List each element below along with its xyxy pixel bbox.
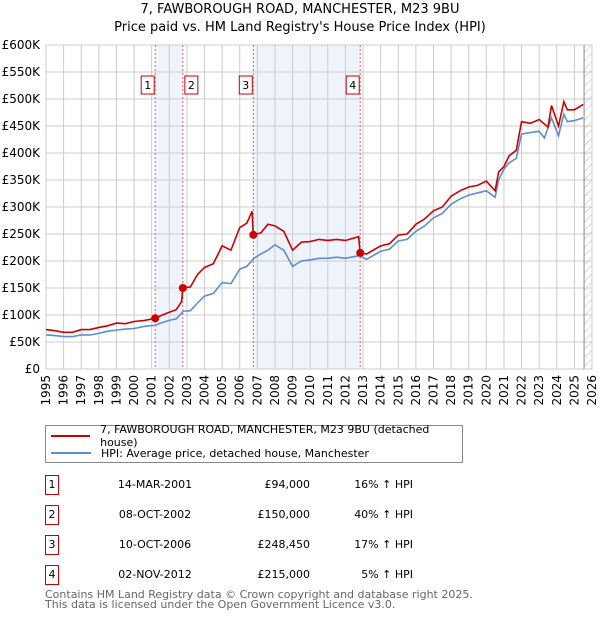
x-tick-label: 2019 [462,375,476,406]
x-tick-label: 2012 [338,375,352,406]
x-tick-label: 1997 [74,375,88,406]
y-tick-label: £0 [25,362,40,376]
x-tick-label: 2023 [532,375,546,406]
plot-frame [45,44,593,370]
legend-item-property: 7, FAWBOROUGH ROAD, MANCHESTER, M23 9BU … [46,423,462,449]
y-tick-label: £100K [2,308,42,322]
sale-price: £94,000 [264,478,311,491]
chart-title: 7, FAWBOROUGH ROAD, MANCHESTER, M23 9BU [140,2,460,17]
x-tick-label: 2009 [286,375,300,406]
y-tick-label: £50K [9,335,41,349]
x-tick-label: 2006 [233,375,247,406]
x-tick-label: 2004 [198,375,212,406]
sale-date: 02-NOV-2012 [118,568,192,581]
y-tick-label: £450K [2,119,42,133]
sale-price: £215,000 [257,568,311,581]
y-tick-label: £500K [2,92,42,106]
hpi-line [45,111,584,338]
x-tick-label: 2002 [162,375,176,406]
property-line [45,99,584,334]
sale-point [356,248,365,257]
x-tick-label: 2010 [303,375,317,406]
sale-label-box [238,75,253,95]
sale-label-number: 4 [349,79,356,92]
legend-item-hpi: HPI: Average price, detached house, Manc… [46,445,369,461]
sale-date: 14-MAR-2001 [117,478,193,491]
sale-hpi-diff: 16% ↑ HPI [354,478,413,491]
x-tick-label: 2011 [321,375,335,406]
x-tick-label: 2013 [356,375,370,406]
sale-label-box [184,75,199,95]
x-tick-label: 1999 [109,375,123,406]
sale-price: £248,450 [257,538,311,551]
sale-number: 1 [45,475,59,495]
sale-price: £150,000 [257,508,311,521]
x-tick-label: 2014 [374,375,388,406]
sale-row: 1 14-MAR-2001 £94,000 16% ↑ HPI [45,475,465,495]
sale-number: 4 [45,565,59,585]
y-tick-label: £400K [2,146,42,160]
footer-licence: This data is licensed under the Open Gov… [45,598,396,611]
footer: Contains HM Land Registry data © Crown c… [45,588,473,611]
footer-copyright: Contains HM Land Registry data © Crown c… [45,588,473,601]
sale-hpi-diff: 5% ↑ HPI [361,568,413,581]
sale-row: 3 10-OCT-2006 £248,450 17% ↑ HPI [45,535,465,555]
sale-label-number: 3 [242,79,249,92]
price-chart: £0 £50K £100K £150K £200K £250K £300K £350K £400… [2,38,599,406]
x-tick-label: 2025 [567,375,581,406]
legend-label: HPI: Average price, detached house, Manc… [101,446,369,460]
sale-number: 3 [45,535,59,555]
sale-row: 4 02-NOV-2012 £215,000 5% ↑ HPI [45,565,465,585]
sale-point [178,284,187,292]
sale-label-number: 2 [188,79,195,92]
y-tick-label: £250K [2,227,42,241]
x-tick-label: 1996 [57,375,71,406]
legend-label: 7, FAWBOROUGH ROAD, MANCHESTER, M23 9BU … [100,423,430,449]
y-tick-label: £550K [2,65,42,79]
x-tick-label: 2001 [145,375,159,406]
x-tick-label: 2024 [550,375,564,406]
sale-hpi-diff: 17% ↑ HPI [354,538,413,551]
x-tick-label: 2018 [444,375,458,406]
x-tick-label: 2021 [497,375,511,406]
chart-subtitle: Price paid vs. HM Land Registry's House … [114,20,486,35]
y-tick-label: £300K [2,200,42,214]
x-tick-label: 2016 [409,375,423,406]
sale-label-number: 1 [144,79,151,92]
x-tick-label: 2020 [479,375,493,406]
sale-hpi-diff: 40% ↑ HPI [354,508,413,521]
y-tick-label: £350K [2,173,42,187]
y-tick-label: £200K [2,254,42,268]
sale-point [151,314,160,323]
x-tick-label: 2026 [585,375,599,406]
sale-date: 08-OCT-2002 [118,508,192,521]
x-tick-label: 2015 [391,375,405,406]
x-tick-label: 1995 [39,375,53,406]
y-tick-label: £600K [2,38,42,52]
sale-row: 2 08-OCT-2002 £150,000 40% ↑ HPI [45,505,465,525]
x-tick-label: 2000 [127,375,141,406]
sale-date: 10-OCT-2006 [118,538,192,551]
x-tick-label: 1998 [92,375,106,406]
y-tick-label: £150K [2,281,42,295]
x-tick-label: 2017 [426,375,440,406]
x-tick-label: 2003 [180,375,194,406]
sale-label-box [140,75,155,95]
sale-number: 2 [45,505,59,525]
legend: 7, FAWBOROUGH ROAD, MANCHESTER, M23 9BU … [45,423,463,463]
x-tick-label: 2008 [268,375,282,406]
legend-swatch-blue [51,452,91,454]
x-tick-label: 2022 [515,375,529,406]
x-tick-label: 2005 [215,375,229,406]
sale-point [249,230,258,239]
legend-swatch-red [51,435,91,437]
x-tick-label: 2007 [250,375,264,406]
sale-label-box [345,75,360,95]
